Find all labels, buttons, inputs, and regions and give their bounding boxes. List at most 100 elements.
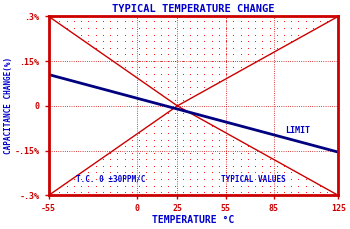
Point xyxy=(158,39,164,43)
Point xyxy=(107,26,113,30)
Point xyxy=(144,138,149,142)
Point xyxy=(209,52,214,56)
Point xyxy=(64,190,70,194)
Point xyxy=(180,118,186,122)
Point xyxy=(209,184,214,187)
Point xyxy=(187,158,192,161)
Point xyxy=(180,125,186,128)
X-axis label: TEMPERATURE °C: TEMPERATURE °C xyxy=(152,215,234,225)
Point xyxy=(231,46,236,49)
Point xyxy=(252,151,258,155)
Point xyxy=(151,184,156,187)
Point xyxy=(129,184,135,187)
Point xyxy=(93,164,98,168)
Point xyxy=(238,190,243,194)
Point xyxy=(136,151,142,155)
Point xyxy=(187,33,192,36)
Point xyxy=(129,33,135,36)
Point xyxy=(194,125,200,128)
Point xyxy=(71,177,77,181)
Point xyxy=(187,65,192,69)
Point xyxy=(187,92,192,95)
Point xyxy=(267,171,272,174)
Point xyxy=(202,26,207,30)
Point xyxy=(209,190,214,194)
Point xyxy=(129,164,135,168)
Point xyxy=(173,92,178,95)
Point xyxy=(144,144,149,148)
Point xyxy=(122,151,127,155)
Point xyxy=(194,72,200,76)
Point xyxy=(209,46,214,49)
Point xyxy=(122,190,127,194)
Point xyxy=(296,177,301,181)
Point xyxy=(158,59,164,63)
Point xyxy=(288,177,294,181)
Point xyxy=(223,190,229,194)
Point xyxy=(194,190,200,194)
Point xyxy=(274,39,280,43)
Point xyxy=(216,171,222,174)
Point xyxy=(173,85,178,89)
Point xyxy=(107,46,113,49)
Point xyxy=(151,138,156,142)
Point xyxy=(136,171,142,174)
Point xyxy=(144,177,149,181)
Point xyxy=(151,190,156,194)
Point xyxy=(144,171,149,174)
Point xyxy=(107,39,113,43)
Point xyxy=(122,171,127,174)
Point xyxy=(187,171,192,174)
Point xyxy=(136,164,142,168)
Point xyxy=(209,151,214,155)
Point xyxy=(129,171,135,174)
Point xyxy=(231,158,236,161)
Point xyxy=(93,26,98,30)
Point xyxy=(151,65,156,69)
Point xyxy=(231,171,236,174)
Point xyxy=(107,184,113,187)
Point xyxy=(144,65,149,69)
Point xyxy=(129,190,135,194)
Point xyxy=(151,33,156,36)
Point xyxy=(216,190,222,194)
Point xyxy=(100,164,106,168)
Point xyxy=(158,131,164,135)
Point xyxy=(267,39,272,43)
Point xyxy=(267,190,272,194)
Point xyxy=(194,46,200,49)
Point xyxy=(216,184,222,187)
Point xyxy=(180,190,186,194)
Point xyxy=(209,59,214,63)
Point xyxy=(86,19,91,23)
Point xyxy=(231,65,236,69)
Point xyxy=(238,158,243,161)
Point xyxy=(122,39,127,43)
Point xyxy=(259,158,265,161)
Point xyxy=(136,184,142,187)
Point xyxy=(151,39,156,43)
Point xyxy=(151,72,156,76)
Point xyxy=(136,138,142,142)
Point xyxy=(194,19,200,23)
Point xyxy=(223,177,229,181)
Point xyxy=(180,33,186,36)
Point xyxy=(93,171,98,174)
Point xyxy=(180,46,186,49)
Point xyxy=(93,190,98,194)
Point xyxy=(158,151,164,155)
Point xyxy=(187,79,192,82)
Point xyxy=(100,19,106,23)
Point xyxy=(231,52,236,56)
Point xyxy=(158,79,164,82)
Point xyxy=(310,184,316,187)
Point xyxy=(57,19,62,23)
Point xyxy=(296,26,301,30)
Point xyxy=(100,46,106,49)
Point xyxy=(151,158,156,161)
Point xyxy=(267,19,272,23)
Point xyxy=(86,26,91,30)
Point xyxy=(274,19,280,23)
Point xyxy=(202,125,207,128)
Point xyxy=(187,177,192,181)
